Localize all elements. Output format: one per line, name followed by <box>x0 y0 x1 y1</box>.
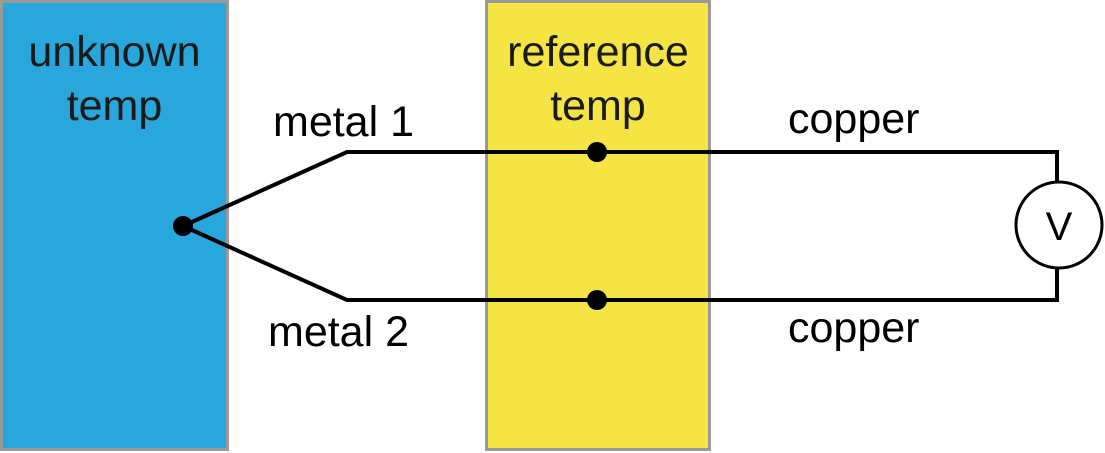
metal-2-wire <box>182 224 597 302</box>
copper-top-wire <box>597 150 1059 181</box>
reference-junction-bottom-dot <box>587 290 607 310</box>
reference-temp-label: reference temp <box>488 25 708 133</box>
voltmeter-circle <box>1014 180 1104 270</box>
unknown-temp-label-line1: unknown <box>28 28 201 76</box>
hot-junction-dot <box>173 216 193 236</box>
copper-bottom-wire <box>597 269 1059 302</box>
reference-temp-label-line2: temp <box>550 82 646 130</box>
metal-1-wire <box>182 150 597 228</box>
voltmeter-symbol: V <box>1046 205 1073 249</box>
unknown-temp-label: unknown temp <box>3 25 226 133</box>
reference-temp-zone: reference temp <box>485 0 711 451</box>
reference-temp-label-line1: reference <box>507 28 689 76</box>
copper-top-label: copper <box>788 95 920 143</box>
copper-bottom-label: copper <box>788 304 920 352</box>
metal-2-label: metal 2 <box>268 308 410 356</box>
reference-junction-top-dot <box>587 142 607 162</box>
metal-1-label: metal 1 <box>273 98 415 146</box>
unknown-temp-label-line2: temp <box>66 82 163 130</box>
